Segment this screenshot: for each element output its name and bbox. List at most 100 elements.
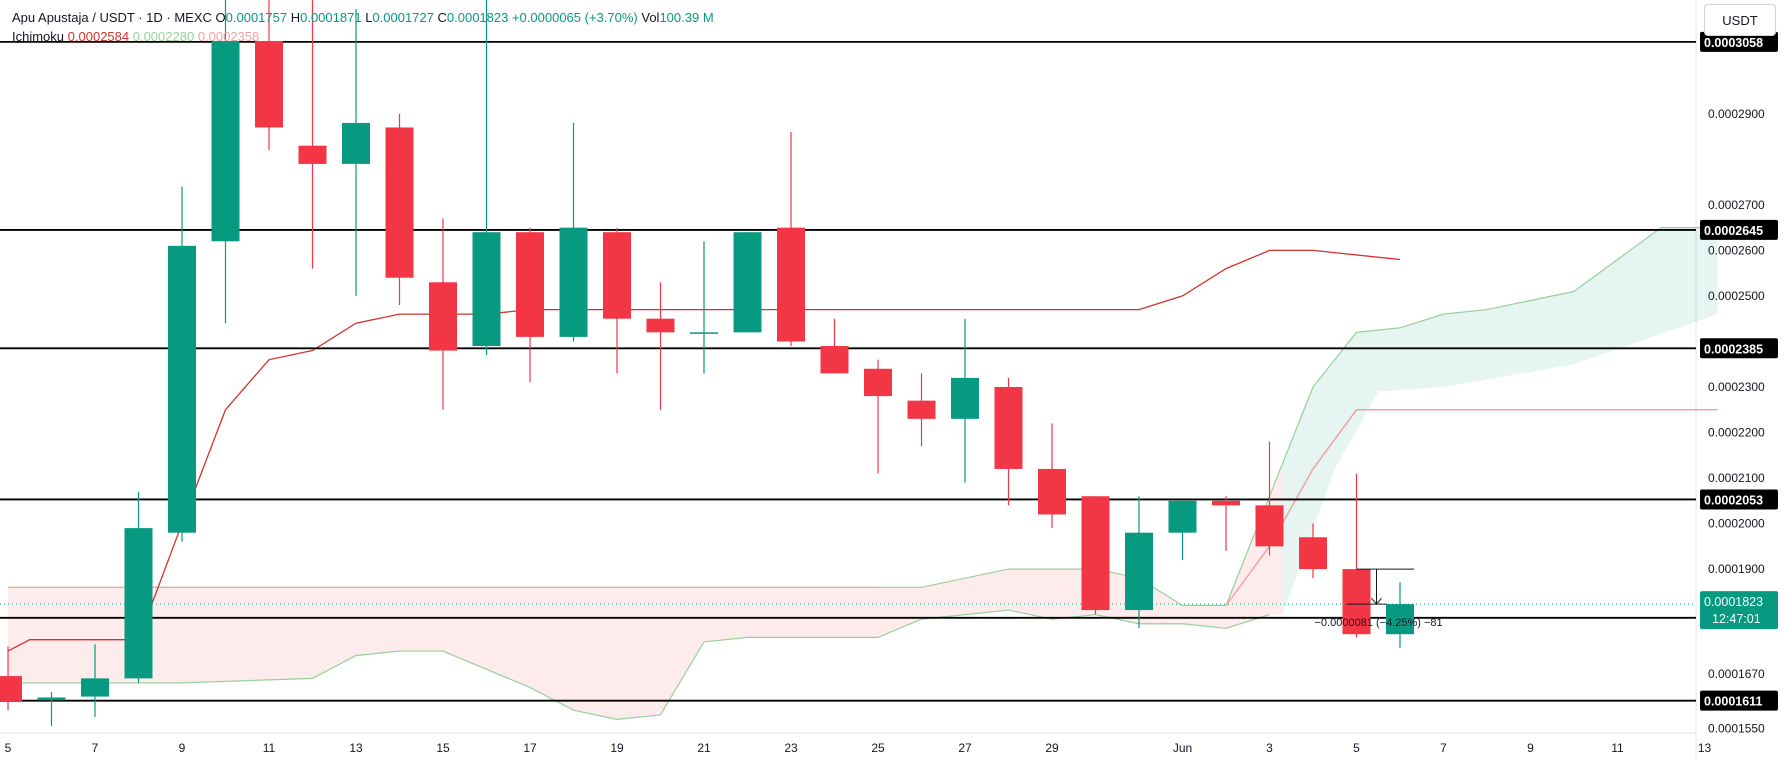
level-price-label: 0.0002053 [1704, 493, 1763, 507]
y-tick-label: 0.0002200 [1708, 426, 1765, 440]
currency-button[interactable]: USDT [1704, 4, 1776, 36]
y-tick-label: 0.0002600 [1708, 243, 1765, 257]
y-tick-label: 0.0002000 [1708, 517, 1765, 531]
x-tick-label: 11 [1611, 741, 1624, 755]
x-tick-label: 19 [610, 741, 624, 755]
bearish-candle [994, 386, 1023, 469]
y-tick-label: 0.0001670 [1708, 667, 1765, 681]
level-price-tag [1700, 690, 1778, 711]
x-tick-label: 5 [5, 741, 12, 755]
bullish-candle [211, 40, 240, 242]
bearish-candle [864, 368, 892, 397]
bearish-candle [1038, 468, 1066, 515]
y-tick-label: 0.0002900 [1708, 107, 1765, 121]
indicator-value-2: 0.0002280 [132, 29, 195, 44]
x-tick-label: 7 [1440, 741, 1447, 755]
level-price-tag [1700, 31, 1778, 52]
low-value: 0.0001727 [372, 10, 434, 25]
bullish-candle [1168, 500, 1197, 533]
chart-legend: Apu Apustaja / USDT · 1D · MEXC O 0.00017… [12, 8, 714, 46]
high-value: 0.0001871 [300, 10, 362, 25]
bearish-candle [0, 676, 22, 702]
bearish-candle [516, 232, 544, 337]
measure-label: −0.0000081 (−4.25%) −81 [1315, 617, 1443, 629]
x-tick-label: Jun [1173, 741, 1192, 755]
level-price-label: 0.0001611 [1704, 695, 1762, 709]
bearish-candle [385, 127, 414, 278]
last-price-label: 0.0001823 [1704, 595, 1763, 609]
high-label: H [290, 10, 301, 25]
bullish-candle [81, 678, 109, 697]
x-tick-label: 15 [436, 741, 450, 755]
x-tick-label: 7 [92, 741, 99, 755]
bearish-candle [1255, 505, 1284, 547]
low-label: L [365, 10, 373, 25]
bullish-candle [559, 227, 588, 337]
bearish-candle [603, 232, 631, 319]
level-price-label: 0.0002645 [1704, 224, 1763, 238]
y-tick-label: 0.0002100 [1708, 471, 1765, 485]
bearish-candle [1212, 500, 1240, 506]
bearish-candle [777, 227, 805, 342]
x-tick-label: 5 [1353, 741, 1360, 755]
bullish-candle [1386, 604, 1414, 635]
symbol-name[interactable]: Apu Apustaja / USDT · 1D · MEXC [12, 10, 212, 25]
bearish-candle [1081, 496, 1110, 611]
level-price-tag [1700, 489, 1778, 510]
y-tick-label: 0.0001550 [1708, 721, 1765, 735]
indicator-legend-row: Ichimoku 0.0002584 0.0002280 0.0002358 [12, 27, 714, 46]
y-tick-label: 0.0001900 [1708, 562, 1765, 576]
x-tick-label: 29 [1045, 741, 1059, 755]
last-price-tag [1700, 591, 1778, 630]
bearish-cloud [8, 463, 1283, 720]
bearish-candle [907, 400, 936, 419]
bearish-candle [429, 282, 457, 351]
bullish-candle [951, 377, 979, 419]
bearish-candle [646, 318, 675, 333]
level-price-label: 0.0003058 [1704, 36, 1763, 50]
bullish-cloud [1282, 227, 1718, 615]
indicator-value-1: 0.0002584 [67, 29, 130, 44]
ohlc-legend-row: Apu Apustaja / USDT · 1D · MEXC O 0.00017… [12, 8, 714, 27]
indicator-value-3: 0.0002358 [197, 29, 260, 44]
bullish-candle [37, 697, 66, 701]
bearish-candle [298, 145, 327, 164]
base-line [1225, 409, 1718, 606]
change-value: +0.0000065 (+3.70%) [511, 10, 638, 25]
x-tick-label: 13 [349, 741, 363, 755]
volume-value: 100.39 M [659, 10, 714, 25]
x-tick-label: 11 [263, 741, 276, 755]
bullish-candle [124, 528, 153, 679]
bearish-candle [820, 346, 849, 374]
x-tick-label: 17 [523, 741, 537, 755]
bearish-candle [1342, 569, 1371, 635]
indicator-name[interactable]: Ichimoku [12, 29, 65, 44]
bullish-candle [733, 232, 762, 333]
x-tick-label: 13 [1698, 741, 1712, 755]
x-tick-label: 3 [1266, 741, 1273, 755]
x-tick-label: 25 [871, 741, 885, 755]
level-price-tag [1700, 338, 1778, 359]
x-tick-label: 21 [697, 741, 711, 755]
open-label: O [215, 10, 226, 25]
level-price-tag [1700, 219, 1778, 240]
level-price-label: 0.0002385 [1704, 342, 1763, 356]
y-tick-label: 0.0002300 [1708, 380, 1765, 394]
volume-label: Vol [641, 10, 660, 25]
bullish-candle [168, 245, 196, 533]
y-tick-label: 0.0002700 [1708, 198, 1765, 212]
leading-span-b [8, 609, 1270, 720]
x-tick-label: 9 [1527, 741, 1534, 755]
x-tick-label: 27 [958, 741, 972, 755]
close-value: 0.0001823 [446, 10, 509, 25]
y-tick-label: 0.0002500 [1708, 289, 1765, 303]
countdown-timer: 12:47:01 [1712, 612, 1761, 626]
bullish-candle [472, 232, 501, 347]
bullish-candle [690, 332, 718, 334]
bearish-candle [1299, 537, 1327, 570]
bullish-candle [1125, 532, 1153, 611]
bearish-candle [255, 40, 283, 128]
x-tick-label: 23 [784, 741, 798, 755]
leading-span-a [8, 227, 1718, 607]
